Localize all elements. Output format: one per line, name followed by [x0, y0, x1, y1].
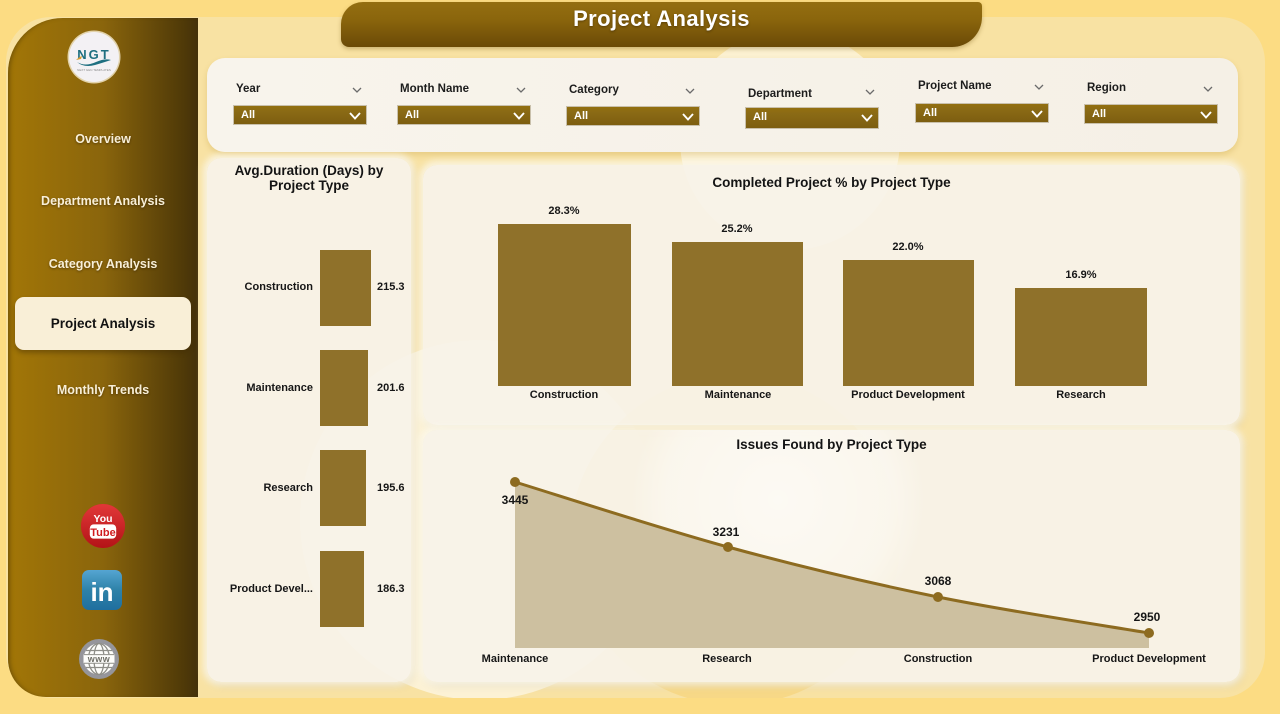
svg-text:NGT: NGT: [77, 47, 110, 62]
svg-text:in: in: [90, 577, 113, 607]
svg-text:NEXT GEN TEMPLATES: NEXT GEN TEMPLATES: [77, 68, 111, 72]
svg-text:You: You: [94, 514, 113, 525]
svg-text:Tube: Tube: [90, 527, 115, 539]
svg-text:www: www: [87, 654, 111, 664]
